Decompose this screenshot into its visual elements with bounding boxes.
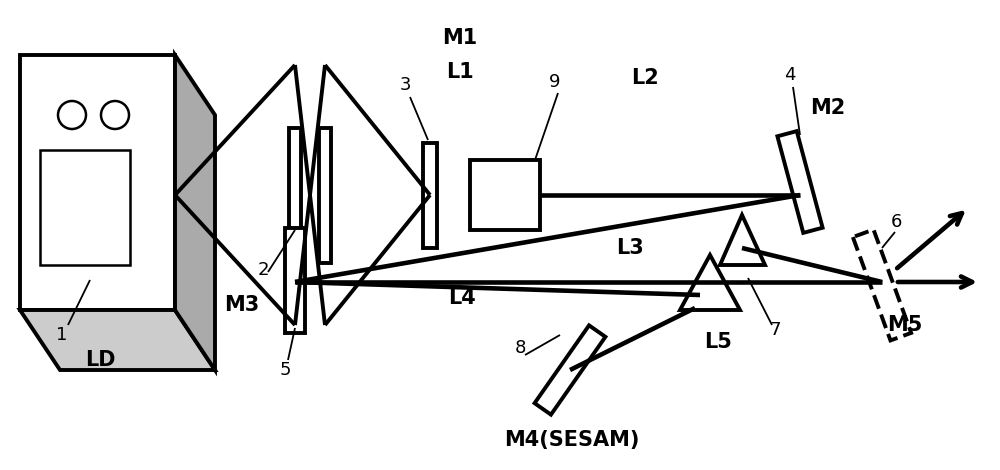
Text: 6: 6 <box>890 213 902 231</box>
Text: 4: 4 <box>784 66 796 84</box>
Text: LD: LD <box>85 350 115 370</box>
Text: L1: L1 <box>446 62 474 82</box>
Text: M1: M1 <box>442 28 478 48</box>
Text: L4: L4 <box>448 288 476 308</box>
Polygon shape <box>285 227 305 332</box>
Polygon shape <box>289 127 301 263</box>
Text: 8: 8 <box>514 339 526 357</box>
Text: L2: L2 <box>631 68 659 88</box>
Text: 1: 1 <box>56 326 68 344</box>
Polygon shape <box>40 150 130 265</box>
Polygon shape <box>777 131 823 233</box>
Polygon shape <box>535 325 605 415</box>
Polygon shape <box>175 55 215 370</box>
Text: 3: 3 <box>399 76 411 94</box>
Polygon shape <box>423 142 437 248</box>
Text: 5: 5 <box>279 361 291 379</box>
Text: 2: 2 <box>257 261 269 279</box>
Text: M2: M2 <box>810 98 846 118</box>
Text: L3: L3 <box>616 238 644 258</box>
Polygon shape <box>20 310 215 370</box>
Polygon shape <box>470 160 540 230</box>
Polygon shape <box>853 229 911 340</box>
Text: M3: M3 <box>224 295 260 315</box>
Text: 7: 7 <box>769 321 781 339</box>
Polygon shape <box>20 55 175 310</box>
Text: L5: L5 <box>704 332 732 352</box>
Text: M4(SESAM): M4(SESAM) <box>504 430 640 450</box>
Text: 9: 9 <box>549 73 561 91</box>
Polygon shape <box>720 215 765 265</box>
Polygon shape <box>319 127 331 263</box>
Polygon shape <box>680 255 740 310</box>
Text: M5: M5 <box>887 315 923 335</box>
